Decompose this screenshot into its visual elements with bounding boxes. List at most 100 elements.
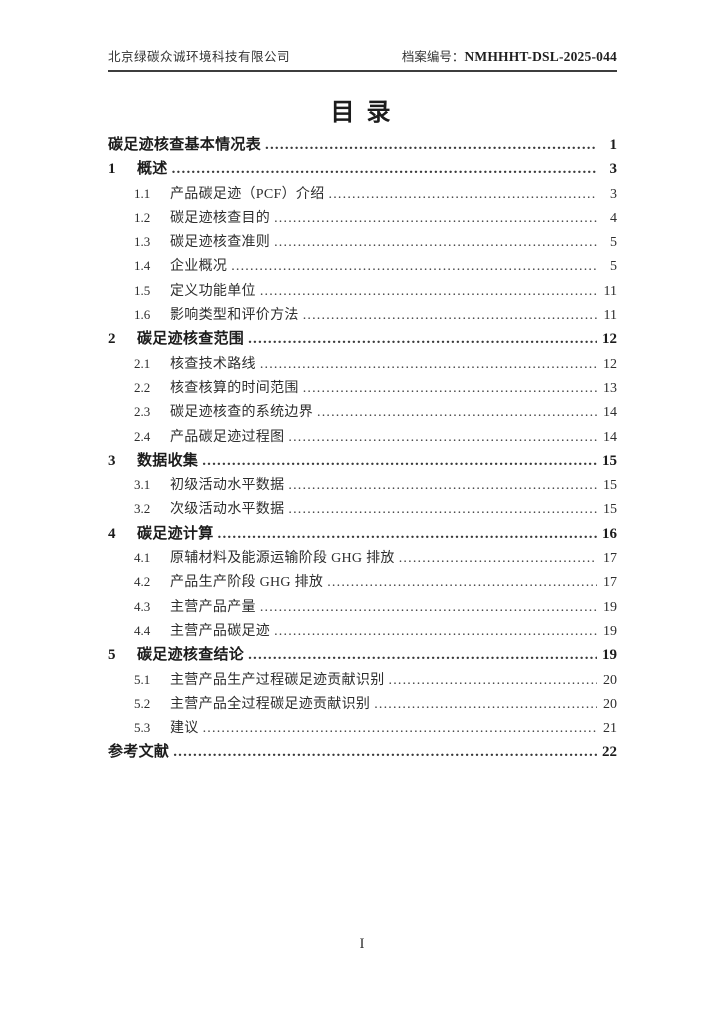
toc-entry-label: 原辅材料及能源运输阶段 GHG 排放 (170, 551, 395, 567)
toc-leader-dots (260, 280, 597, 304)
toc-entry-page: 14 (603, 429, 617, 445)
toc-leader-dots (260, 353, 597, 377)
toc-entry-label: 核查技术路线 (170, 356, 256, 372)
toc-entry-label: 碳足迹核查目的 (170, 210, 271, 226)
toc-entry[interactable]: 2.3 碳足迹核查的系统边界 14 (108, 400, 617, 424)
toc-entry-number: 2.1 (134, 355, 151, 371)
toc-leader-dots (274, 620, 597, 644)
toc-entry[interactable]: 1 概述 3 (108, 157, 617, 181)
toc-entry[interactable]: 5.3 建议 21 (108, 716, 617, 740)
toc-entry[interactable]: 2.2 核查核算的时间范围 13 (108, 376, 617, 400)
toc-entry-page: 19 (602, 647, 617, 664)
toc-entry-label: 影响类型和评价方法 (170, 308, 299, 324)
toc-entry-label: 主营产品全过程碳足迹贡献识别 (170, 696, 371, 712)
toc-entry[interactable]: 3.2 次级活动水平数据 15 (108, 497, 617, 521)
archive-number-field: 档案编号：NMHHHT-DSL-2025-044 (402, 46, 617, 65)
toc-entry[interactable]: 1.6 影响类型和评价方法 11 (108, 303, 617, 327)
page-header: 北京绿碳众诚环境科技有限公司 档案编号：NMHHHT-DSL-2025-044 (108, 46, 617, 72)
toc-leader-dots (303, 304, 597, 328)
toc-entry-number: 5.2 (134, 695, 151, 711)
toc-entry[interactable]: 5.1 主营产品生产过程碳足迹贡献识别 20 (108, 668, 617, 692)
toc-leader-dots (274, 207, 597, 231)
toc-entry-page: 15 (603, 502, 617, 518)
toc-leader-dots (231, 255, 597, 279)
toc-entry-label: 概述 (137, 161, 168, 178)
toc-entry[interactable]: 2.4 产品碳足迹过程图 14 (108, 425, 617, 449)
toc-entry-number: 2.4 (134, 428, 151, 444)
toc-entry-page: 4 (610, 210, 617, 226)
toc-entry-number: 1.1 (134, 185, 151, 201)
toc-entry[interactable]: 参考文献 22 (108, 740, 617, 764)
toc-leader-dots (288, 474, 597, 498)
toc-entry-number: 4 (108, 525, 116, 542)
toc-entry-number: 4.2 (134, 574, 151, 590)
toc-entry[interactable]: 2 碳足迹核查范围 12 (108, 327, 617, 351)
toc-leader-dots (218, 522, 597, 546)
toc-entry-label: 碳足迹核查准则 (170, 235, 271, 251)
toc-entry-page: 12 (603, 356, 617, 372)
toc-entry-page: 1 (609, 137, 618, 153)
toc-entry[interactable]: 4.3 主营产品产量 19 (108, 595, 617, 619)
toc-entry-number: 5.1 (134, 671, 151, 687)
toc-entry-label: 初级活动水平数据 (170, 478, 285, 494)
toc-leader-dots (399, 547, 597, 571)
toc-entry[interactable]: 5.2 主营产品全过程碳足迹贡献识别 20 (108, 692, 617, 716)
toc-entry-page: 17 (603, 575, 617, 591)
toc-leader-dots (329, 183, 597, 207)
toc-leader-dots (265, 133, 597, 157)
toc-entry-page: 22 (602, 744, 617, 761)
toc-entry[interactable]: 3.1 初级活动水平数据 15 (108, 473, 617, 497)
toc-entry-number: 2.3 (134, 404, 151, 420)
toc-entry[interactable]: 1.3 碳足迹核查准则 5 (108, 230, 617, 254)
toc-entry-label: 碳足迹计算 (137, 525, 214, 542)
toc-leader-dots (317, 401, 597, 425)
toc-entry[interactable]: 4.2 产品生产阶段 GHG 排放 17 (108, 570, 617, 594)
toc-entry-label: 碳足迹核查的系统边界 (170, 405, 313, 421)
toc-entry-label: 碳足迹核查结论 (137, 647, 245, 664)
toc-leader-dots (173, 740, 597, 764)
toc-leader-dots (248, 643, 597, 667)
toc-entry-page: 16 (602, 525, 617, 542)
company-name: 北京绿碳众诚环境科技有限公司 (108, 50, 291, 64)
toc-entry[interactable]: 1.2 碳足迹核查目的 4 (108, 206, 617, 230)
toc-entry-number: 1.2 (134, 209, 151, 225)
toc-entry-number: 5 (108, 647, 116, 664)
toc-entry-number: 3.2 (134, 501, 151, 517)
toc-entry-number: 4.1 (134, 550, 151, 566)
toc-entry[interactable]: 1.1 产品碳足迹（PCF）介绍 3 (108, 182, 617, 206)
toc-entry-label: 碳足迹核查范围 (137, 331, 245, 348)
toc-entry-page: 19 (603, 599, 617, 615)
toc-entry[interactable]: 2.1 核查技术路线 12 (108, 352, 617, 376)
toc-leader-dots (172, 157, 597, 181)
toc-entry[interactable]: 4 碳足迹计算 16 (108, 522, 617, 546)
toc-entry[interactable]: 碳足迹核查基本情况表 1 (108, 133, 617, 157)
toc-entry-page: 15 (602, 452, 617, 469)
toc-entry-page: 15 (603, 478, 617, 494)
toc-entry[interactable]: 1.5 定义功能单位 11 (108, 279, 617, 303)
toc-entry[interactable]: 1.4 企业概况 5 (108, 254, 617, 278)
toc-entry[interactable]: 3 数据收集 15 (108, 449, 617, 473)
toc-entry-label: 产品碳足迹（PCF）介绍 (170, 186, 325, 202)
toc-leader-dots (202, 449, 597, 473)
toc-entry[interactable]: 4.4 主营产品碳足迹 19 (108, 619, 617, 643)
toc-entry-number: 2.2 (134, 379, 151, 395)
toc-list: 碳足迹核查基本情况表11 概述 3 1.1 产品碳足迹（PCF）介绍 3 1.2 碳足迹核查目… (108, 133, 617, 765)
toc-leader-dots (389, 669, 598, 693)
toc-leader-dots (274, 231, 597, 255)
toc-entry-page: 11 (603, 308, 617, 324)
toc-entry[interactable]: 4.1 原辅材料及能源运输阶段 GHG 排放 17 (108, 546, 617, 570)
toc-entry-page: 3 (609, 161, 618, 178)
toc-entry-number: 3 (108, 452, 116, 469)
toc-leader-dots (288, 426, 597, 450)
archive-number-label: 档案编号： (401, 50, 465, 64)
toc-entry-label: 主营产品产量 (170, 599, 256, 615)
toc-leader-dots (327, 571, 597, 595)
toc-entry[interactable]: 5 碳足迹核查结论 19 (108, 643, 617, 667)
toc-entry-label: 定义功能单位 (170, 283, 256, 299)
toc-entry-label: 核查核算的时间范围 (170, 380, 299, 396)
toc-entry-page: 13 (603, 380, 617, 396)
toc-entry-page: 20 (603, 672, 617, 688)
toc-entry-number: 4.4 (134, 622, 151, 638)
toc-entry-page: 21 (603, 721, 617, 737)
